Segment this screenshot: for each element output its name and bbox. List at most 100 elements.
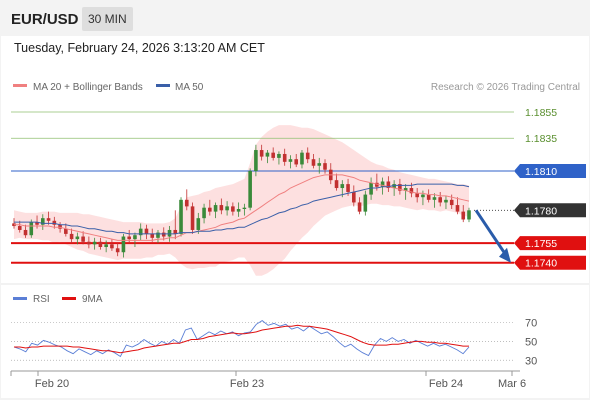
timeframe-badge[interactable]: 30 MIN (82, 7, 133, 31)
bollinger-bands (14, 125, 469, 276)
rsi-line (13, 320, 470, 358)
candle-body (398, 184, 402, 191)
candle-body (334, 180, 339, 189)
level-label-1.1780: 1.1780 (525, 205, 557, 217)
candle-body (467, 210, 471, 220)
candle-body (248, 171, 252, 208)
candle (231, 202, 235, 216)
candle (121, 233, 126, 258)
candle (277, 151, 281, 165)
candle (64, 223, 68, 237)
moving-averages (14, 174, 470, 241)
candle (467, 207, 471, 223)
candle-body (455, 205, 460, 212)
candle (110, 239, 114, 251)
candle-body (392, 184, 396, 189)
ma20-line (14, 174, 470, 241)
candle-body (225, 206, 229, 211)
candle (300, 150, 304, 169)
candle-body (161, 232, 166, 237)
candle (380, 177, 385, 195)
candle (334, 173, 339, 191)
candle-body (196, 218, 201, 230)
candle-body (444, 199, 448, 203)
candle-body (173, 229, 178, 234)
candle-body (409, 188, 414, 194)
candle-body (46, 218, 51, 221)
candle-body (144, 228, 149, 234)
candle-body (363, 194, 368, 212)
level-label-1.1855: 1.1855 (525, 107, 557, 119)
candle-body (133, 235, 137, 240)
x-tick-label: Mar 6 (498, 378, 526, 390)
candle-body (167, 229, 172, 237)
candle-body (40, 218, 45, 225)
candle-body (190, 206, 195, 230)
candle-body (426, 194, 431, 200)
candle-body (357, 202, 362, 212)
candle (242, 203, 247, 216)
candle-body (87, 241, 91, 245)
ma20-legend-swatch (13, 84, 27, 87)
candle (403, 184, 408, 200)
projection-arrow-shaft (474, 209, 509, 258)
candle-body (300, 152, 304, 165)
candle (282, 148, 287, 166)
candle-body (17, 226, 22, 230)
candle-body (184, 199, 189, 207)
chart-timestamp: Tuesday, February 24, 2026 3:13:20 AM CE… (14, 41, 265, 55)
candle (208, 199, 212, 216)
level-label-1.1835: 1.1835 (525, 133, 557, 145)
rsi-pane: 70 50 30 (11, 317, 537, 367)
ma9-legend-swatch (62, 297, 76, 300)
candle-body (104, 244, 108, 247)
candle (98, 237, 103, 250)
candle (138, 223, 143, 241)
candle (184, 189, 189, 211)
level-tag-1.1810 (514, 164, 586, 178)
candle (133, 232, 137, 247)
candle (254, 144, 258, 177)
candle (81, 231, 85, 245)
ma9-legend-label: 9MA (82, 294, 103, 305)
candle (352, 185, 356, 207)
candle (92, 237, 97, 250)
candle-body (242, 207, 247, 209)
candle (386, 176, 391, 192)
candle (444, 195, 448, 209)
candle (415, 188, 419, 203)
candle-body (179, 199, 183, 234)
candle (271, 147, 275, 161)
level-label-1.1740: 1.1740 (525, 258, 557, 270)
candle (17, 220, 22, 233)
candle-body (81, 236, 85, 242)
candle-body (369, 182, 373, 195)
candle (363, 190, 368, 216)
candle (202, 203, 206, 224)
x-tick-label: Feb 20 (35, 378, 69, 390)
candle (115, 243, 120, 257)
candle-body (461, 211, 466, 220)
candle-body (294, 159, 299, 165)
ma50-legend-label: MA 50 (175, 82, 204, 93)
candle (179, 197, 183, 237)
candle-body (213, 205, 218, 212)
candle-body (254, 150, 258, 171)
candle (323, 159, 327, 174)
candle (104, 240, 108, 253)
candle (294, 153, 299, 168)
candle-body (317, 163, 322, 166)
x-tick-label: Feb 24 (429, 378, 463, 390)
candle-body (282, 153, 287, 162)
candle (23, 224, 28, 238)
candle-body (219, 205, 224, 211)
candle (357, 197, 362, 215)
candle-body (208, 207, 212, 212)
candle-body (311, 159, 316, 166)
candle-body (386, 181, 391, 189)
projection-arrow-head (499, 247, 511, 263)
candle (426, 189, 431, 203)
candle-body (346, 184, 350, 192)
candle-body (98, 241, 103, 247)
x-tick-label: Feb 23 (230, 378, 264, 390)
